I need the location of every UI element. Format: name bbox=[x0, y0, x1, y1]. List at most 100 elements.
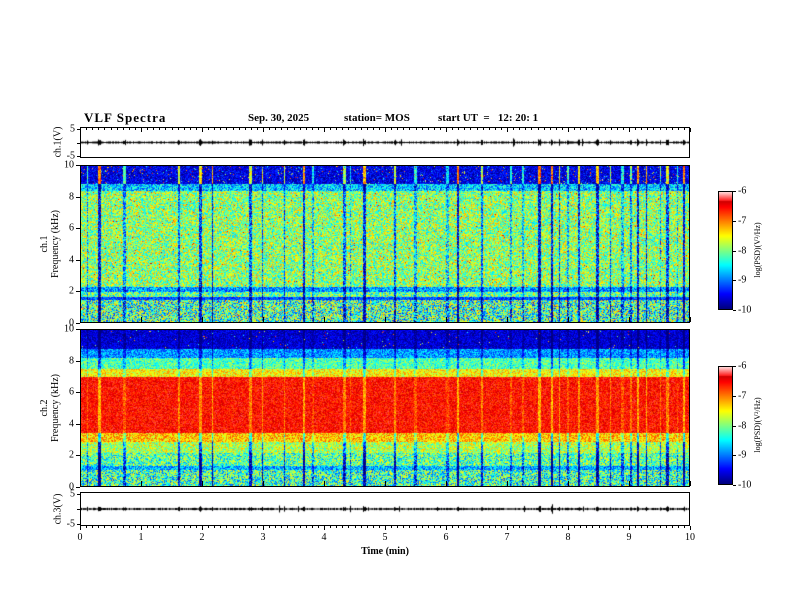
time-tick bbox=[568, 481, 569, 486]
x-minor-tick-bottom bbox=[287, 526, 289, 528]
cbar-tick bbox=[733, 280, 736, 282]
time-tick bbox=[690, 481, 691, 486]
x-minor-tick-bottom bbox=[104, 526, 106, 528]
x-minor-tick-top bbox=[342, 128, 344, 130]
x-minor-tick-top bbox=[409, 128, 411, 130]
x-minor-tick-bottom bbox=[586, 526, 588, 528]
x-minor-tick-bottom bbox=[647, 526, 649, 528]
freq-tick bbox=[76, 165, 80, 166]
ch1-colorbar bbox=[718, 191, 733, 310]
figure-station: station= MOS bbox=[344, 112, 410, 124]
x-minor-tick-bottom bbox=[500, 526, 502, 528]
x-minor-tick-top bbox=[464, 128, 466, 130]
ch1-voltage-panel bbox=[80, 127, 690, 158]
x-tick-label: 1 bbox=[138, 532, 144, 543]
x-minor-tick-top bbox=[494, 128, 496, 130]
x-minor-tick-bottom bbox=[598, 526, 600, 528]
x-minor-tick-top bbox=[226, 128, 228, 130]
x-minor-tick-top bbox=[616, 128, 618, 130]
time-tick bbox=[80, 481, 81, 486]
freq-tick-label: 0 bbox=[69, 317, 74, 329]
x-minor-tick-top bbox=[513, 128, 515, 130]
x-minor-tick-bottom bbox=[342, 526, 344, 528]
x-minor-tick-bottom bbox=[531, 526, 533, 528]
time-tick bbox=[324, 481, 325, 486]
x-minor-tick-bottom bbox=[549, 526, 551, 528]
time-tick bbox=[263, 481, 264, 486]
x-minor-tick-bottom bbox=[604, 526, 606, 528]
x-minor-tick-bottom bbox=[616, 526, 618, 528]
x-minor-tick-top bbox=[208, 128, 210, 130]
x-minor-tick-bottom bbox=[208, 526, 210, 528]
x-major-tick bbox=[568, 526, 569, 530]
x-tick-label: 7 bbox=[504, 532, 510, 543]
cbar-tick bbox=[733, 455, 736, 457]
x-minor-tick-top bbox=[165, 128, 167, 130]
x-minor-tick-top bbox=[537, 128, 539, 130]
x-minor-tick-top bbox=[159, 128, 161, 130]
x-minor-tick-bottom bbox=[354, 526, 356, 528]
cbar-tick-label: -6 bbox=[738, 185, 747, 197]
freq-tick-label: 0 bbox=[69, 481, 74, 493]
x-minor-tick-top bbox=[488, 128, 490, 130]
x-minor-tick-bottom bbox=[458, 526, 460, 528]
x-minor-tick-top bbox=[452, 128, 454, 130]
cbar-tick bbox=[733, 310, 736, 311]
x-minor-tick-top bbox=[574, 128, 576, 130]
time-tick bbox=[629, 317, 630, 322]
x-minor-tick-top bbox=[183, 128, 185, 130]
x-minor-tick-top bbox=[543, 128, 545, 130]
x-minor-tick-bottom bbox=[659, 526, 661, 528]
x-minor-tick-bottom bbox=[116, 526, 118, 528]
cbar-tick-label: -8 bbox=[738, 420, 747, 431]
cbar-tick-label: -7 bbox=[738, 215, 747, 227]
x-minor-tick-bottom bbox=[543, 526, 545, 528]
x-major-tick bbox=[507, 526, 508, 530]
x-minor-tick-top bbox=[202, 128, 203, 132]
time-tick bbox=[690, 317, 691, 322]
x-minor-tick-bottom bbox=[348, 526, 350, 528]
x-tick-label: 6 bbox=[443, 532, 449, 543]
x-major-tick bbox=[80, 526, 81, 530]
x-minor-tick-top bbox=[476, 128, 478, 130]
x-minor-tick-top bbox=[629, 128, 630, 132]
x-minor-tick-bottom bbox=[561, 526, 563, 528]
x-minor-tick-top bbox=[421, 128, 423, 130]
x-minor-tick-top bbox=[336, 128, 338, 130]
x-minor-tick-bottom bbox=[372, 526, 374, 528]
time-tick bbox=[507, 481, 508, 486]
time-tick bbox=[385, 317, 386, 322]
freq-tick bbox=[76, 487, 80, 488]
freq-tick-label: 4 bbox=[69, 254, 74, 266]
freq-tick bbox=[76, 329, 80, 330]
ch1-spectrogram-panel bbox=[80, 165, 690, 323]
freq-tick-label: 10 bbox=[64, 159, 74, 171]
cbar-tick bbox=[733, 366, 736, 367]
x-minor-tick-top bbox=[153, 128, 155, 130]
x-minor-tick-top bbox=[671, 128, 673, 130]
x-minor-tick-top bbox=[415, 128, 417, 130]
x-minor-tick-top bbox=[690, 128, 691, 132]
x-minor-tick-top bbox=[641, 128, 643, 130]
x-minor-tick-top bbox=[287, 128, 289, 130]
x-tick-label: 9 bbox=[626, 532, 632, 543]
x-minor-tick-bottom bbox=[653, 526, 655, 528]
x-minor-tick-top bbox=[220, 128, 222, 130]
x-minor-tick-top bbox=[177, 128, 179, 130]
ch2-colorbar-label: log(PSD)(V²/Hz) bbox=[753, 397, 762, 452]
x-minor-tick-bottom bbox=[433, 526, 435, 528]
x-minor-tick-top bbox=[531, 128, 533, 130]
x-minor-tick-top bbox=[98, 128, 100, 130]
x-minor-tick-top bbox=[86, 128, 88, 130]
x-minor-tick-bottom bbox=[281, 526, 283, 528]
ch2-spectrogram-panel bbox=[80, 329, 690, 487]
cbar-tick bbox=[733, 250, 736, 252]
volt-tick-label: -5 bbox=[66, 150, 75, 162]
ch1-colorbar-canvas bbox=[719, 192, 732, 309]
x-minor-tick-top bbox=[244, 128, 246, 130]
x-minor-tick-bottom bbox=[128, 526, 130, 528]
x-minor-tick-top bbox=[482, 128, 484, 130]
x-minor-tick-top bbox=[500, 128, 502, 130]
x-minor-tick-top bbox=[317, 128, 319, 130]
cbar-tick bbox=[733, 485, 736, 486]
